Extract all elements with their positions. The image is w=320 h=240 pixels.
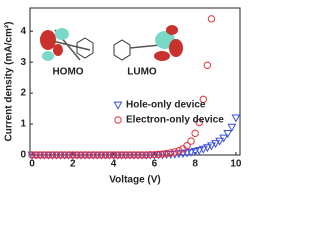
data-point	[113, 151, 122, 159]
data-point	[48, 151, 57, 159]
legend-marker	[114, 116, 122, 124]
data-point	[44, 151, 53, 159]
lumo-inset	[113, 25, 183, 61]
data-point	[150, 150, 159, 159]
data-point	[73, 151, 81, 159]
data-point	[146, 150, 154, 159]
x-tick-label: 0	[29, 159, 35, 170]
data-point	[40, 151, 48, 159]
x-tick-label: 2	[70, 159, 76, 170]
data-point	[191, 129, 199, 138]
y-tick-label: 1	[20, 119, 26, 130]
data-point	[126, 151, 134, 159]
x-tick-label: 8	[192, 159, 198, 170]
data-point	[178, 150, 188, 159]
y-tick-label: 3	[20, 57, 26, 68]
annotation: HOMO	[52, 67, 83, 78]
homo-inset	[39, 28, 94, 61]
data-point	[195, 118, 203, 127]
data-point	[118, 151, 126, 159]
data-point	[162, 149, 171, 158]
data-point	[28, 151, 36, 159]
data-point	[56, 151, 65, 159]
x-tick-label: 6	[152, 159, 158, 170]
data-point	[109, 151, 118, 159]
annotation: LUMO	[127, 67, 157, 78]
data-point	[149, 151, 159, 160]
data-point	[187, 137, 195, 145]
data-point	[122, 151, 130, 159]
legend-marker	[113, 101, 123, 110]
x-axis-label: Voltage (V)	[109, 175, 160, 186]
data-point	[81, 151, 89, 159]
data-point	[215, 137, 225, 146]
data-point	[175, 146, 183, 155]
data-point	[223, 129, 233, 138]
data-point	[130, 151, 138, 159]
data-point	[171, 148, 179, 156]
data-point	[77, 151, 85, 159]
chart: HOMO LUMO 0 2 4 6 8 10 0 1 2 3 4 Voltage (V) Current…	[4, 7, 242, 186]
data-point	[52, 151, 61, 159]
data-point	[89, 151, 97, 159]
data-point	[158, 150, 167, 158]
x-tick-label: 10	[230, 159, 242, 170]
data-point	[190, 147, 200, 156]
x-tick-label: 4	[111, 159, 117, 170]
data-point	[203, 61, 212, 69]
data-point	[186, 148, 196, 157]
data-point	[65, 151, 73, 159]
data-point	[69, 151, 77, 159]
data-point	[60, 151, 69, 159]
y-tick-label: 0	[20, 150, 26, 161]
data-point	[194, 146, 204, 155]
data-point	[138, 151, 146, 159]
data-point	[199, 95, 208, 103]
data-point	[227, 123, 237, 132]
data-point	[85, 151, 93, 159]
data-point	[207, 142, 216, 151]
data-point	[93, 151, 101, 159]
y-tick-label: 2	[20, 88, 26, 99]
data-point	[101, 151, 110, 159]
data-point	[105, 151, 114, 159]
data-point	[166, 149, 175, 157]
legend-label: Hole-only device	[126, 100, 206, 111]
data-point	[182, 149, 192, 158]
data-point	[158, 151, 167, 160]
data-point	[36, 151, 44, 159]
data-point	[207, 15, 216, 23]
data-point	[97, 151, 106, 159]
data-point	[211, 140, 220, 149]
y-tick-label: 4	[20, 26, 26, 37]
data-point	[142, 151, 150, 159]
data-point	[154, 150, 163, 159]
data-point	[198, 145, 208, 154]
data-point	[32, 151, 40, 159]
data-point	[219, 134, 229, 143]
data-point	[183, 142, 191, 150]
data-point	[231, 114, 241, 123]
legend-label: Electron-only device	[126, 115, 224, 126]
data-point	[134, 151, 142, 159]
data-point	[202, 144, 212, 153]
y-axis-label: Current density (mA/cm²)	[4, 21, 15, 141]
